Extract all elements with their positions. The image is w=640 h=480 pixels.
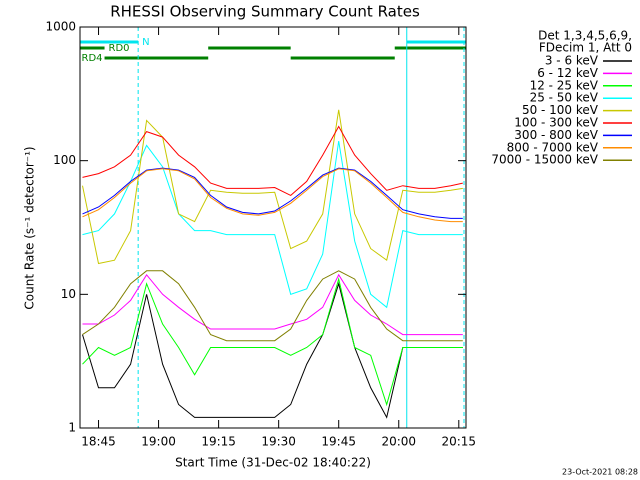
x-tick-label: 20:00 [381, 435, 416, 449]
series-line [82, 168, 463, 223]
plot-area [80, 27, 466, 428]
series-line [82, 270, 463, 342]
legend-label: 12 - 25 keV [530, 78, 599, 92]
flag-bar [80, 46, 105, 50]
legend-label: 25 - 50 keV [530, 91, 599, 105]
y-tick-label: 10 [61, 287, 76, 301]
legend-label: 3 - 6 keV [545, 54, 599, 68]
series-line [82, 109, 463, 265]
flag-bar [104, 56, 209, 60]
legend-header: FDecim 1, Att 0 [539, 41, 632, 55]
legend-label: 6 - 12 keV [537, 66, 599, 80]
flag-label: N [142, 37, 149, 48]
flag-bar [394, 46, 466, 50]
series-line [82, 167, 463, 219]
flag-bar [406, 40, 466, 44]
legend-label: 50 - 100 keV [522, 103, 599, 117]
flag-bar [290, 56, 395, 60]
x-tick-label: 18:45 [81, 435, 116, 449]
x-tick-label: 20:15 [441, 435, 476, 449]
flag-label: RD4 [82, 53, 103, 64]
timestamp: 23-Oct-2021 08:28 [562, 468, 638, 477]
legend-label: 800 - 7000 keV [507, 140, 599, 154]
legend-label: 7000 - 15000 keV [491, 153, 598, 167]
series-line [82, 273, 463, 336]
y-tick-label: 1000 [45, 20, 76, 34]
x-tick-label: 19:45 [321, 435, 356, 449]
x-tick-label: 19:00 [141, 435, 176, 449]
y-tick-label: 100 [53, 153, 76, 167]
x-axis-label: Start Time (31-Dec-02 18:40:22) [175, 456, 371, 470]
chart-title: RHESSI Observing Summary Count Rates [110, 3, 420, 21]
series-line [82, 141, 463, 309]
x-tick-label: 19:15 [201, 435, 236, 449]
y-axis-label: Count Rate (s⁻¹ detector⁻¹) [23, 146, 37, 309]
flag-bar [80, 40, 139, 44]
y-tick-label: 1 [68, 421, 76, 435]
x-tick-label: 19:30 [261, 435, 296, 449]
legend-label: 300 - 800 keV [514, 128, 598, 142]
plot-frame [79, 26, 467, 429]
series-line [82, 277, 463, 407]
series-line [82, 125, 463, 196]
legend-header: Det 1,3,4,5,6,9, [538, 29, 632, 43]
flag-label: RD0 [109, 43, 130, 54]
flag-bar [208, 46, 291, 50]
legend-label: 100 - 300 keV [514, 116, 598, 130]
